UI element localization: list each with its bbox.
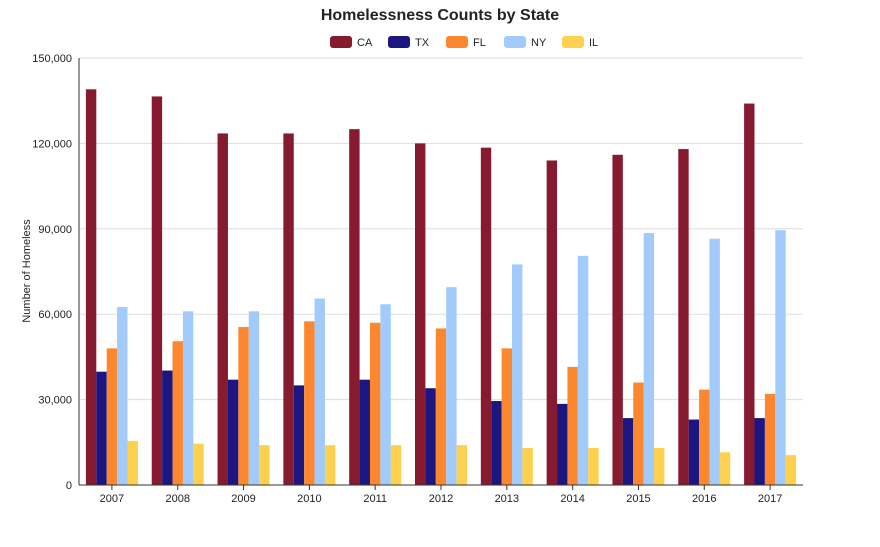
- x-tick-label: 2015: [626, 493, 650, 505]
- bar-il-2016: [719, 452, 731, 485]
- bar-ny-2016: [709, 238, 720, 485]
- bar-ny-2013: [512, 264, 523, 485]
- legend-swatch: [446, 36, 468, 48]
- legend: CA TX FL NY IL: [330, 36, 598, 49]
- bar-fl-2011: [369, 322, 381, 485]
- x-tick-label: 2014: [560, 493, 584, 505]
- bar-ca-2011: [349, 129, 360, 486]
- bar-tx-2012: [425, 388, 436, 485]
- legend-item-fl: FL: [446, 36, 486, 49]
- bar-il-2017: [785, 455, 797, 485]
- bar-tx-2007: [96, 371, 107, 485]
- bar-tx-2009: [227, 379, 239, 485]
- x-tick-label: 2013: [495, 493, 519, 505]
- y-tick-labels: 0 30,000 60,000 90,000 120,000 150,000: [32, 53, 72, 492]
- bar-ny-2008: [182, 311, 194, 485]
- bar-tx-2016: [688, 419, 700, 485]
- legend-label: CA: [357, 37, 373, 49]
- bar-tx-2014: [557, 403, 568, 485]
- legend-label: TX: [415, 37, 430, 49]
- bar-il-2011: [390, 445, 402, 485]
- axes: [78, 58, 803, 490]
- bar-il-2012: [456, 445, 467, 485]
- x-tick-label: 2009: [231, 493, 255, 505]
- bar-tx-2010: [293, 385, 305, 485]
- bar-ca-2016: [678, 149, 689, 485]
- bar-ca-2008: [151, 96, 163, 486]
- y-tick-label: 0: [66, 480, 72, 492]
- legend-label: FL: [473, 37, 486, 49]
- x-tick-labels: 2007 2008 2009 2010 2011 2012 2013 2014 2015 2016…: [100, 493, 783, 505]
- bar-ca-2007: [85, 89, 97, 485]
- legend-label: IL: [589, 37, 598, 49]
- bar-ny-2010: [314, 298, 325, 485]
- y-tick-label: 120,000: [32, 138, 72, 150]
- bar-tx-2015: [622, 418, 634, 485]
- bar-tx-2013: [491, 401, 502, 485]
- legend-item-ny: NY: [504, 36, 547, 49]
- legend-swatch: [504, 36, 526, 48]
- chart-title: Homelessness Counts by State: [321, 7, 559, 24]
- bar-ny-2009: [248, 311, 260, 485]
- legend-label: NY: [531, 37, 547, 49]
- bar-ny-2014: [577, 255, 589, 485]
- legend-item-tx: TX: [388, 36, 430, 49]
- legend-swatch: [330, 36, 352, 48]
- bar-fl-2009: [238, 327, 249, 485]
- legend-swatch: [562, 36, 584, 48]
- bar-ca-2012: [415, 143, 426, 485]
- bar-fl-2013: [501, 348, 513, 485]
- x-tick-label: 2016: [692, 493, 716, 505]
- x-tick-label: 2017: [758, 493, 782, 505]
- bar-fl-2012: [435, 328, 447, 485]
- bar-il-2009: [259, 445, 270, 485]
- y-tick-label: 30,000: [38, 395, 72, 407]
- bar-il-2014: [588, 447, 599, 485]
- bar-il-2007: [127, 440, 138, 485]
- bar-tx-2017: [754, 418, 765, 485]
- legend-item-il: IL: [562, 36, 598, 49]
- bar-fl-2015: [633, 382, 644, 485]
- bar-ca-2010: [283, 133, 294, 485]
- bar-ny-2012: [446, 287, 457, 485]
- bar-ca-2014: [546, 160, 558, 486]
- bar-il-2015: [654, 447, 665, 485]
- bar-ny-2017: [775, 230, 786, 485]
- x-tick-label: 2011: [363, 493, 387, 505]
- bar-tx-2011: [359, 379, 370, 485]
- bar-il-2010: [324, 445, 336, 485]
- bar-ca-2013: [480, 147, 492, 486]
- bar-ca-2017: [744, 103, 755, 486]
- x-tick-label: 2008: [165, 493, 189, 505]
- bar-il-2013: [522, 447, 533, 485]
- bars: [85, 89, 797, 486]
- bar-fl-2008: [172, 341, 183, 485]
- bar-ny-2011: [380, 304, 391, 485]
- bar-ny-2007: [117, 307, 128, 485]
- y-tick-label: 150,000: [32, 53, 72, 65]
- y-tick-label: 90,000: [38, 224, 72, 236]
- bar-fl-2014: [567, 366, 578, 485]
- legend-swatch: [388, 36, 410, 48]
- bar-fl-2010: [304, 321, 315, 485]
- bar-il-2008: [193, 443, 204, 485]
- bar-ca-2015: [612, 154, 623, 486]
- bar-ny-2015: [643, 233, 655, 485]
- bar-fl-2016: [699, 389, 710, 485]
- bar-fl-2017: [764, 393, 776, 485]
- bar-fl-2007: [106, 348, 118, 485]
- bar-ca-2009: [217, 133, 228, 485]
- x-tick-label: 2010: [297, 493, 321, 505]
- legend-item-ca: CA: [330, 36, 373, 49]
- x-tick-label: 2012: [429, 493, 453, 505]
- x-tick-label: 2007: [100, 493, 124, 505]
- bar-tx-2008: [162, 370, 173, 485]
- y-axis-label: Number of Homeless: [21, 219, 33, 323]
- y-tick-label: 60,000: [38, 309, 72, 321]
